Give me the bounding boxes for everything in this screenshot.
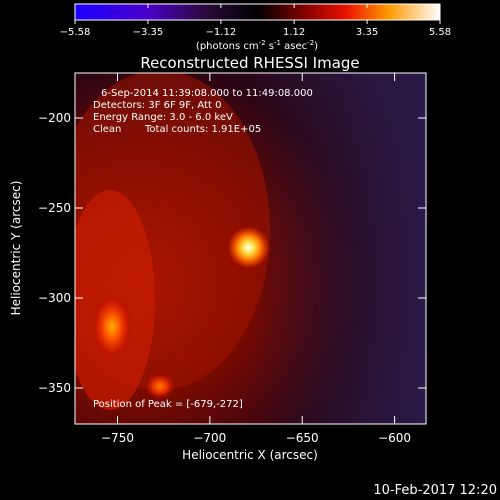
colorbar-tick-label: −5.58: [60, 27, 91, 38]
annotation-peak-position: Position of Peak = [-679,-272]: [93, 399, 243, 410]
colorbar-tick-label: 3.35: [356, 27, 378, 38]
annotation-energy-range: Energy Range: 3.0 - 6.0 keV: [93, 112, 233, 123]
plot-frame: [74, 72, 427, 425]
y-axis-label: Heliocentric Y (arcsec): [9, 181, 23, 316]
x-tick-label: −750: [101, 431, 134, 445]
annotation-time-range: 6-Sep-2014 11:39:08.000 to 11:49:08.000: [101, 88, 313, 99]
x-tick-label: −600: [378, 431, 411, 445]
y-tick-label: −350: [38, 381, 71, 395]
colorbar-tick-label: 1.12: [283, 27, 305, 38]
chart-title: Reconstructed RHESSI Image: [140, 54, 359, 72]
colorbar: [74, 3, 441, 21]
axis-ticks: −750 −700 −650 −600 −200 −250 −300 −350: [38, 73, 426, 445]
y-tick-label: −300: [38, 291, 71, 305]
source-1: [226, 225, 271, 270]
x-axis-label: Heliocentric X (arcsec): [182, 448, 318, 462]
source-2: [91, 294, 132, 359]
annotation-clean: Clean: [93, 124, 121, 135]
annotation-total-counts: Total counts: 1.91E+05: [144, 124, 261, 135]
x-tick-label: −700: [193, 431, 226, 445]
colorbar-tick-label: −3.35: [133, 27, 164, 38]
colorbar-units-label: (photons cm-2 s-1 asec-2): [196, 39, 318, 52]
colorbar-ticks: −5.58 −3.35 −1.12 1.12 3.35 5.58: [60, 4, 451, 38]
timestamp: 10-Feb-2017 12:20: [373, 483, 497, 498]
colorbar-tick-label: −1.12: [206, 27, 237, 38]
heatmap-image: [75, 73, 426, 424]
source-3: [143, 372, 176, 401]
x-tick-label: −650: [286, 431, 319, 445]
annotation-detectors: Detectors: 3F 6F 9F, Att 0: [93, 100, 221, 111]
y-tick-label: −200: [38, 111, 71, 125]
colorbar-tick-label: 5.58: [429, 27, 451, 38]
y-tick-label: −250: [38, 201, 71, 215]
